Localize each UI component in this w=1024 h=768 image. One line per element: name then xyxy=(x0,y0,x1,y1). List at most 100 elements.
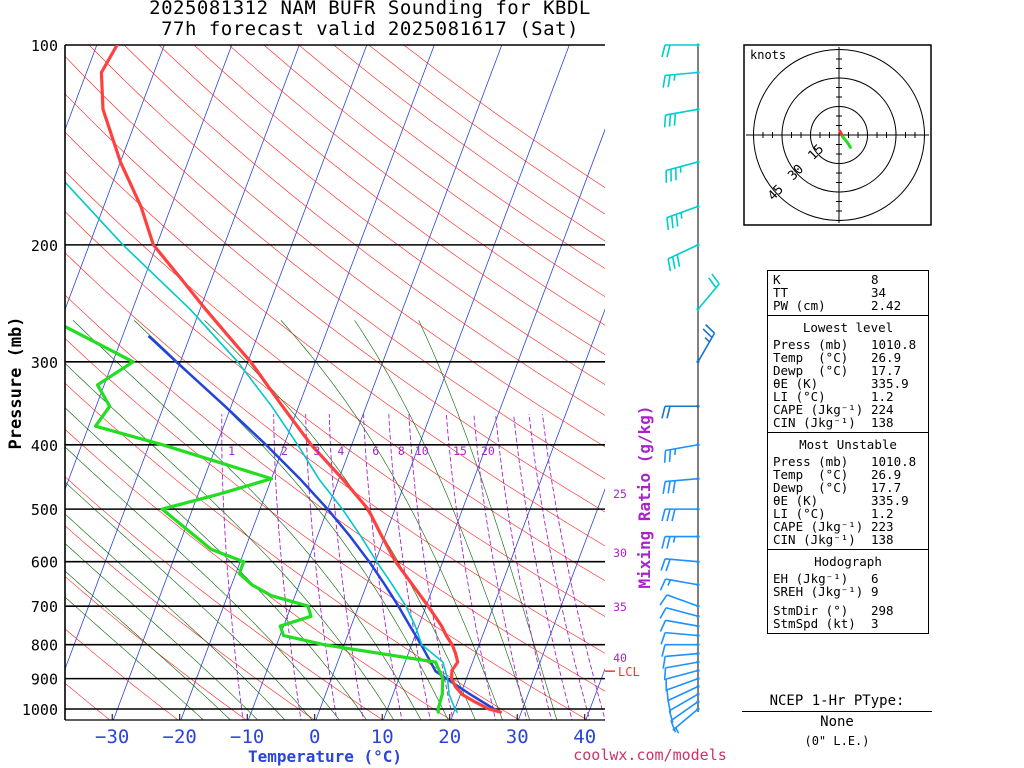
wind-barb-flag xyxy=(705,324,716,334)
wind-barb-staff xyxy=(670,701,699,722)
stats-row: StmDir (°) 298 xyxy=(768,604,928,617)
wind-barb-staff xyxy=(666,594,699,607)
pressure-tick-label: 200 xyxy=(31,237,58,255)
temperature-tick-label: 0 xyxy=(309,726,320,748)
wind-barb xyxy=(661,404,700,419)
wind-barb-dot xyxy=(696,651,700,656)
wind-barb-staff xyxy=(666,205,699,219)
dry-adiabat xyxy=(65,338,589,720)
stats-value: 17.7 xyxy=(871,480,902,495)
wind-barb-dot xyxy=(696,507,700,511)
ptype-title: NCEP 1-Hr PType: xyxy=(742,693,932,712)
wind-barb-flag xyxy=(672,480,676,494)
stats-value: 1.2 xyxy=(871,389,894,404)
mixing-ratio-line xyxy=(388,413,431,720)
stats-row: Temp (°C) 26.9 xyxy=(768,351,928,364)
stats-value: 2.42 xyxy=(871,298,902,313)
stats-value: 9 xyxy=(871,584,879,599)
stats-value: 26.9 xyxy=(871,350,902,365)
mixing-ratio-label: 40 xyxy=(613,651,627,665)
isotherm-line xyxy=(180,45,435,720)
stats-row: Press (mb) 1010.8 xyxy=(768,455,928,468)
wind-barb-staff xyxy=(665,578,699,586)
wind-barb-dot xyxy=(696,360,700,364)
stats-row: Press (mb) 1010.8 xyxy=(768,338,928,351)
wind-barb xyxy=(667,243,700,272)
mixing-ratio-line xyxy=(542,413,605,720)
stats-key: Temp (°C) xyxy=(773,350,849,365)
wind-barb xyxy=(662,70,700,88)
mixing-ratio-line xyxy=(305,413,338,720)
stats-key: CAPE (Jkg⁻¹) xyxy=(773,519,864,534)
wind-barb-staff xyxy=(665,652,699,658)
temperature-tick-label: −20 xyxy=(163,726,197,748)
mixing-ratio-line xyxy=(328,413,364,720)
wind-barb-dot xyxy=(696,560,700,564)
wind-barb-dot xyxy=(696,404,700,408)
dry-adiabat xyxy=(65,382,520,720)
wind-barb-staff xyxy=(697,332,716,363)
wind-barb-dot xyxy=(696,668,700,673)
stats-key: StmDir (°) xyxy=(773,603,849,618)
wind-barb-flag xyxy=(675,214,679,227)
wind-barb-flag xyxy=(702,328,713,339)
wind-barb-flag xyxy=(668,114,672,127)
mixing-ratio-line xyxy=(513,413,573,720)
stats-key: SREH (Jkg⁻¹) xyxy=(773,584,864,599)
wind-barb-flag xyxy=(665,558,671,572)
stats-key: θE (K) xyxy=(773,493,819,508)
wind-barb-flag xyxy=(667,481,671,494)
stats-value: 17.7 xyxy=(871,363,902,378)
stats-key: StmSpd (kt) xyxy=(773,616,856,631)
stats-hodograph-title: Hodograph xyxy=(814,554,882,569)
wind-barb-staff xyxy=(665,669,699,680)
wind-barb-half-flag xyxy=(667,579,672,586)
moist-adiabat xyxy=(65,596,204,720)
wind-barb-staff xyxy=(667,244,699,260)
wind-barb-dot xyxy=(696,707,700,711)
temperature-tick-label: 40 xyxy=(573,726,596,748)
wind-barb xyxy=(660,558,700,572)
wind-barb-dot xyxy=(696,684,700,689)
stats-key: TT xyxy=(773,285,789,300)
hodograph-units-label: knots xyxy=(750,48,786,62)
wind-barb-half-flag xyxy=(704,337,711,343)
stats-key: Temp (°C) xyxy=(773,467,849,482)
moist-adiabat xyxy=(65,407,367,720)
wind-barb xyxy=(659,578,700,591)
wind-barb-flag xyxy=(660,558,666,571)
stats-row: StmSpd (kt) 3 xyxy=(768,617,928,630)
mixing-ratio-label: 1 xyxy=(228,444,235,458)
wind-barb-staff xyxy=(665,477,699,483)
wind-barb xyxy=(659,619,700,632)
moist-adiabat xyxy=(354,320,531,720)
isotherm-line xyxy=(65,45,233,491)
wind-barb-flag xyxy=(666,689,670,703)
wind-barb xyxy=(659,606,700,619)
moist-adiabat xyxy=(65,570,231,720)
stats-row: Dewp (°C) 17.7 xyxy=(768,364,928,377)
wind-barb xyxy=(665,160,700,183)
wind-barb-flag xyxy=(662,656,666,669)
wind-barb xyxy=(670,700,700,733)
wind-barb-flag xyxy=(668,449,672,463)
wind-barb-flag xyxy=(667,700,672,713)
stats-key: Press (mb) xyxy=(773,454,849,469)
mixing-ratio-line xyxy=(363,413,403,720)
wind-barb-dot xyxy=(696,477,700,481)
stats-value: 138 xyxy=(871,532,894,547)
isotherm-line xyxy=(517,488,605,720)
stats-lowest-level-title: Lowest level xyxy=(802,320,894,335)
dry-adiabat xyxy=(65,252,605,654)
stats-key: Dewp (°C) xyxy=(773,480,849,495)
stats-row: LI (°C) 1.2 xyxy=(768,507,928,520)
mixing-ratio-label: 20 xyxy=(481,444,495,458)
stats-row: θE (K) 335.9 xyxy=(768,377,928,390)
moist-adiabat xyxy=(204,320,476,720)
stats-row: PW (cm) 2.42 xyxy=(768,299,928,312)
mixing-ratio-axis-label: Mixing Ratio (g/kg) xyxy=(635,405,654,588)
background-lines xyxy=(65,45,605,720)
mixing-ratio-line xyxy=(408,413,454,720)
wind-barb-dot xyxy=(696,535,700,539)
stats-row: TT 34 xyxy=(768,286,928,299)
